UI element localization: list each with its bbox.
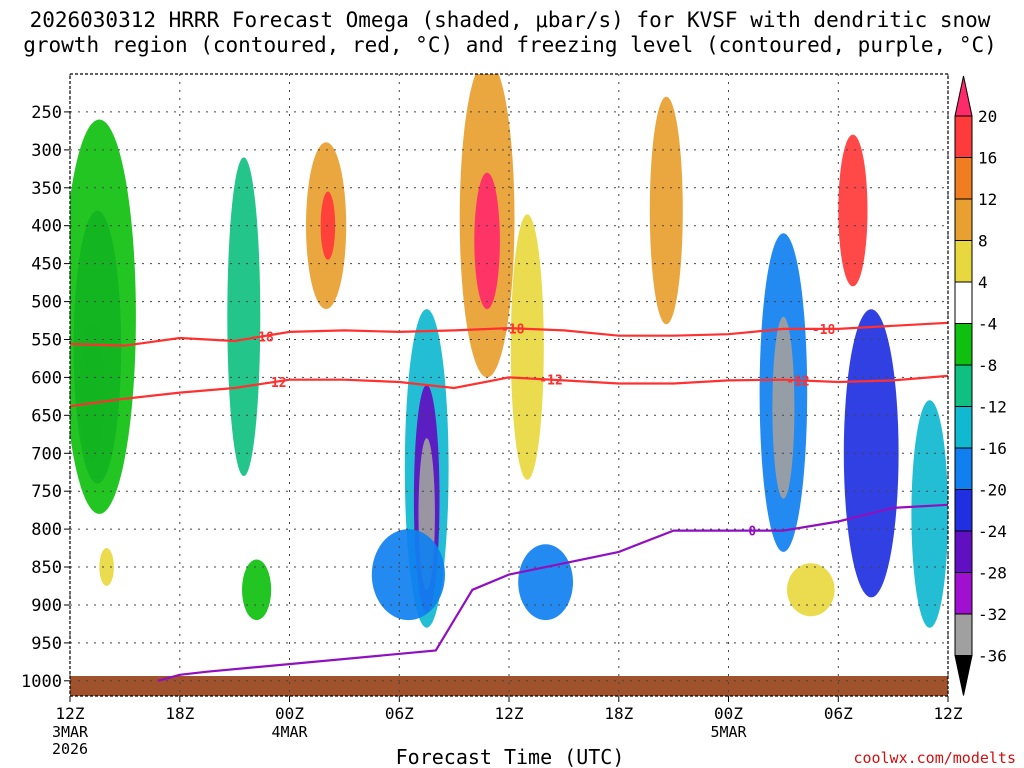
contour-label-freezing-level-0: 0: [748, 525, 756, 540]
x-tick-label-48: 12Z: [934, 704, 963, 723]
y-tick-label-750: 750: [31, 482, 62, 502]
contour-dgz-minus12: [70, 374, 948, 408]
y-tick-label-300: 300: [31, 141, 62, 161]
contour-freezing-level: [157, 503, 948, 682]
y-tick-label-800: 800: [31, 520, 62, 540]
omega-cell-4: [227, 157, 261, 476]
omega-cell-22: [911, 400, 948, 628]
colorbar-band-7: [954, 406, 973, 449]
colorbar-band-0: [954, 115, 973, 158]
chart-title-line1: 2026030312 HRRR Forecast Omega (shaded, …: [30, 8, 991, 32]
x-tick-label-0: 12Z: [56, 704, 85, 723]
colorbar-band-10: [954, 530, 973, 573]
contour-label-dgz-minus12-1: -12: [539, 374, 562, 389]
omega-cell-15: [518, 544, 573, 621]
colorbar-label-2: 12: [978, 190, 997, 209]
x-tick-sublabel-0-1: 2026: [52, 740, 88, 758]
y-tick-label-1000: 1000: [21, 672, 62, 692]
omega-colorbar: 20 16 12 8 4 -4 -8 -12 -16 -20 -24 -28 -32 -36: [954, 75, 1007, 696]
y-tick-label-350: 350: [31, 179, 62, 199]
x-tick-sublabel-36-0: 5MAR: [710, 723, 747, 741]
y-tick-label-650: 650: [31, 406, 62, 426]
contour-label-dgz-minus18-0: -18: [250, 331, 274, 346]
colorbar-band-4: [954, 281, 973, 324]
x-tick-label-24: 12Z: [495, 704, 524, 723]
credit-text: coolwx.com/modelts: [853, 749, 1016, 767]
x-tick-label-36: 00Z: [714, 704, 743, 723]
omega-cell-11: [371, 529, 445, 621]
contour-label-dgz-minus12-0: -12: [263, 376, 286, 391]
colorbar-label-9: -20: [978, 481, 1007, 500]
contour-dgz-minus18: [70, 321, 948, 347]
colorbar-label-11: -28: [978, 564, 1007, 583]
y-tick-label-950: 950: [31, 634, 62, 654]
omega-cell-20: [838, 134, 868, 287]
x-tick-label-6: 18Z: [165, 704, 194, 723]
ground-surface: [70, 676, 948, 696]
y-tick-label-450: 450: [31, 255, 62, 275]
chart-title-line2: growth region (contoured, red, °C) and f…: [23, 33, 997, 57]
pressure-axis: 250 300 350 400 450 500 550 600 650 700 750 800 850 9…: [21, 103, 70, 692]
colorbar-top-arrow: [954, 75, 973, 117]
colorbar-band-8: [954, 447, 973, 490]
y-tick-label-400: 400: [31, 217, 62, 237]
colorbar-band-6: [954, 364, 973, 407]
colorbar-label-13: -36: [978, 647, 1007, 666]
colorbar-label-3: 8: [978, 232, 988, 251]
omega-cell-14: [510, 214, 544, 480]
y-tick-label-850: 850: [31, 558, 62, 578]
colorbar-label-5: -4: [978, 315, 997, 334]
temperature-contours: -18 -18 -18 -12 -12 -12 0: [70, 321, 948, 682]
colorbar-band-2: [954, 198, 973, 241]
colorbar-band-11: [954, 572, 973, 615]
colorbar-band-12: [954, 613, 973, 656]
y-tick-label-900: 900: [31, 596, 62, 616]
colorbar-label-10: -24: [978, 522, 1007, 541]
colorbar-label-12: -32: [978, 605, 1007, 624]
colorbar-label-0: 20: [978, 107, 997, 126]
omega-cell-3: [99, 548, 114, 586]
colorbar-band-5: [954, 323, 973, 366]
omega-cell-18: [772, 316, 795, 499]
colorbar-band-9: [954, 489, 973, 532]
colorbar-bottom-arrow: [954, 655, 973, 696]
colorbar-label-7: -12: [978, 398, 1007, 417]
x-tick-label-12: 00Z: [275, 704, 304, 723]
contour-label-dgz-minus18-1: -18: [501, 322, 525, 337]
colorbar-label-1: 16: [978, 149, 997, 168]
colorbar-band-3: [954, 240, 973, 283]
colorbar-label-6: -8: [978, 356, 997, 375]
omega-cell-13: [474, 172, 500, 310]
contour-label-dgz-minus12-2: -12: [786, 374, 809, 389]
x-tick-sublabel-12-0: 4MAR: [271, 723, 308, 741]
omega-cell-16: [649, 96, 683, 325]
colorbar-label-8: -16: [978, 439, 1007, 458]
omega-cell-2: [70, 119, 136, 514]
omega-cell-19: [787, 563, 835, 617]
x-tick-label-42: 06Z: [824, 704, 853, 723]
y-tick-label-700: 700: [31, 444, 62, 464]
contour-label-dgz-minus18-2: -18: [812, 323, 836, 338]
x-tick-label-18: 06Z: [385, 704, 414, 723]
x-tick-sublabel-0-0: 3MAR: [52, 723, 89, 741]
y-tick-label-250: 250: [31, 103, 62, 123]
y-tick-label-500: 500: [31, 293, 62, 313]
y-tick-label-550: 550: [31, 331, 62, 351]
colorbar-band-1: [954, 157, 973, 200]
omega-cell-5: [242, 559, 272, 621]
y-tick-label-600: 600: [31, 368, 62, 388]
x-tick-label-30: 18Z: [604, 704, 633, 723]
x-axis-label: Forecast Time (UTC): [396, 745, 625, 768]
colorbar-label-4: 4: [978, 273, 988, 292]
